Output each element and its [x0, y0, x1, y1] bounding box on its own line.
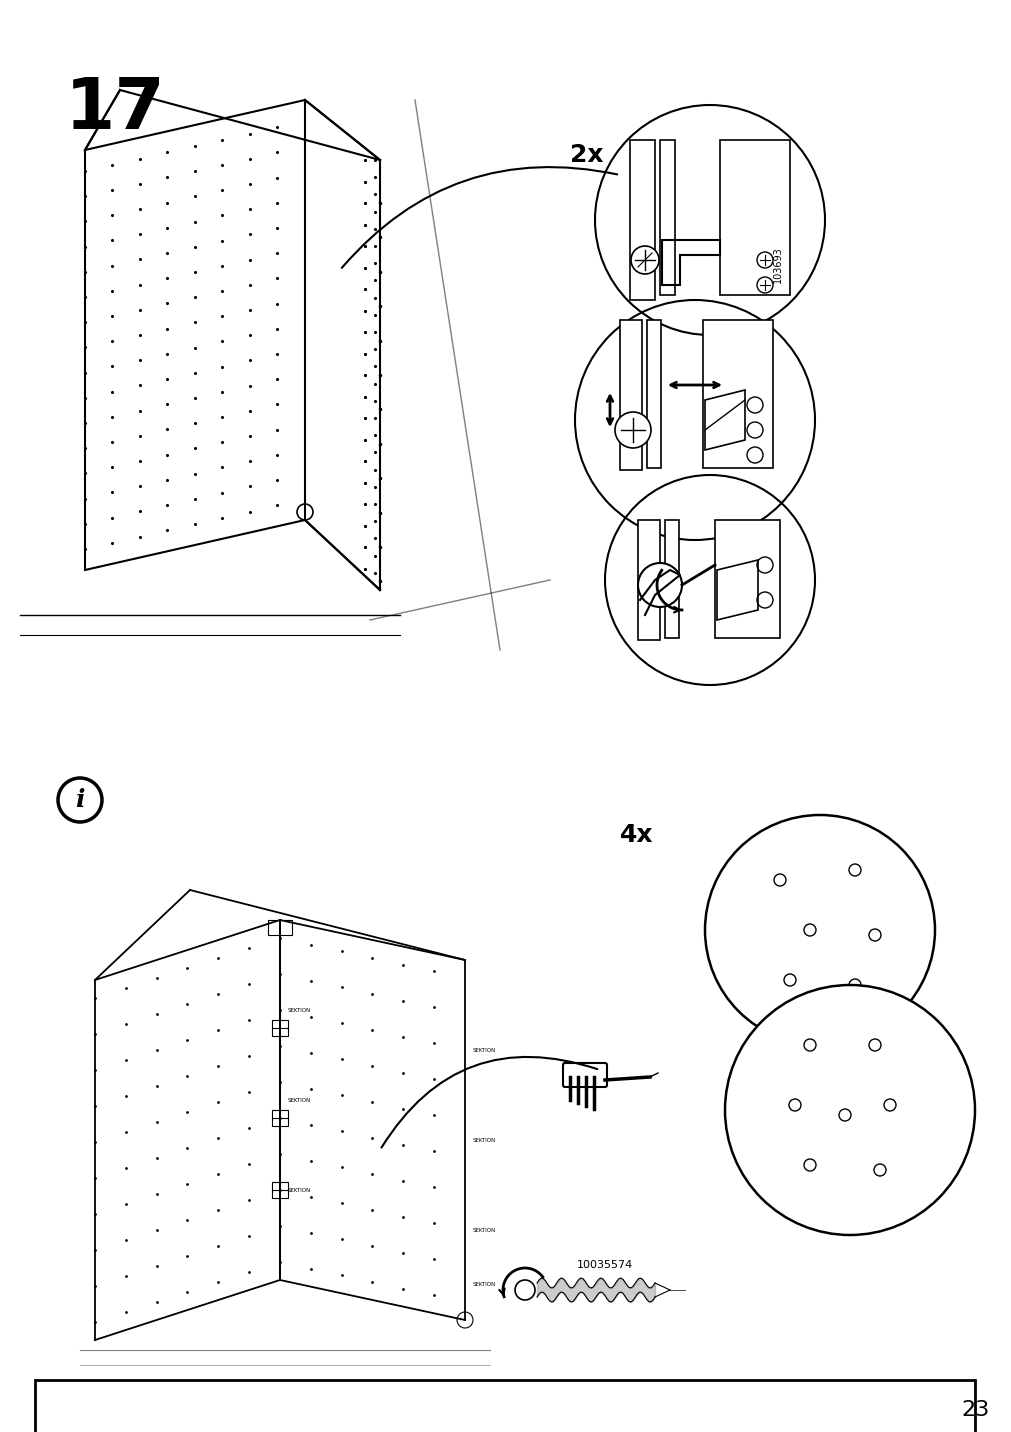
Text: 23: 23 — [960, 1400, 989, 1421]
Bar — [646, 319, 660, 468]
Text: 10035574: 10035574 — [576, 1260, 633, 1270]
Bar — [715, 520, 779, 639]
Bar — [35, 1380, 974, 1432]
Circle shape — [631, 246, 658, 274]
FancyBboxPatch shape — [562, 1063, 607, 1087]
Bar — [272, 1020, 288, 1035]
Text: i: i — [75, 788, 85, 812]
Text: SEKTION: SEKTION — [472, 1227, 495, 1233]
Text: 2x: 2x — [569, 143, 603, 168]
Circle shape — [615, 412, 650, 448]
Bar — [659, 140, 674, 295]
Text: SEKTION: SEKTION — [288, 1097, 311, 1103]
Bar — [272, 1181, 288, 1199]
Text: SEKTION: SEKTION — [472, 1137, 495, 1143]
Bar — [703, 319, 772, 468]
Bar — [664, 520, 678, 639]
Text: SEKTION: SEKTION — [472, 1047, 495, 1053]
Text: SEKTION: SEKTION — [472, 1282, 495, 1286]
Circle shape — [724, 985, 974, 1234]
Bar — [637, 520, 659, 640]
Text: SEKTION: SEKTION — [288, 1008, 311, 1012]
Bar — [719, 140, 790, 295]
Text: 17: 17 — [65, 74, 166, 145]
Bar — [268, 919, 292, 935]
Circle shape — [637, 563, 681, 607]
Text: 4x: 4x — [620, 823, 653, 846]
Text: SEKTION: SEKTION — [288, 1187, 311, 1193]
Text: 103693: 103693 — [772, 246, 783, 284]
Bar — [630, 140, 654, 299]
Circle shape — [705, 815, 934, 1045]
Bar — [620, 319, 641, 470]
Bar — [272, 1110, 288, 1126]
